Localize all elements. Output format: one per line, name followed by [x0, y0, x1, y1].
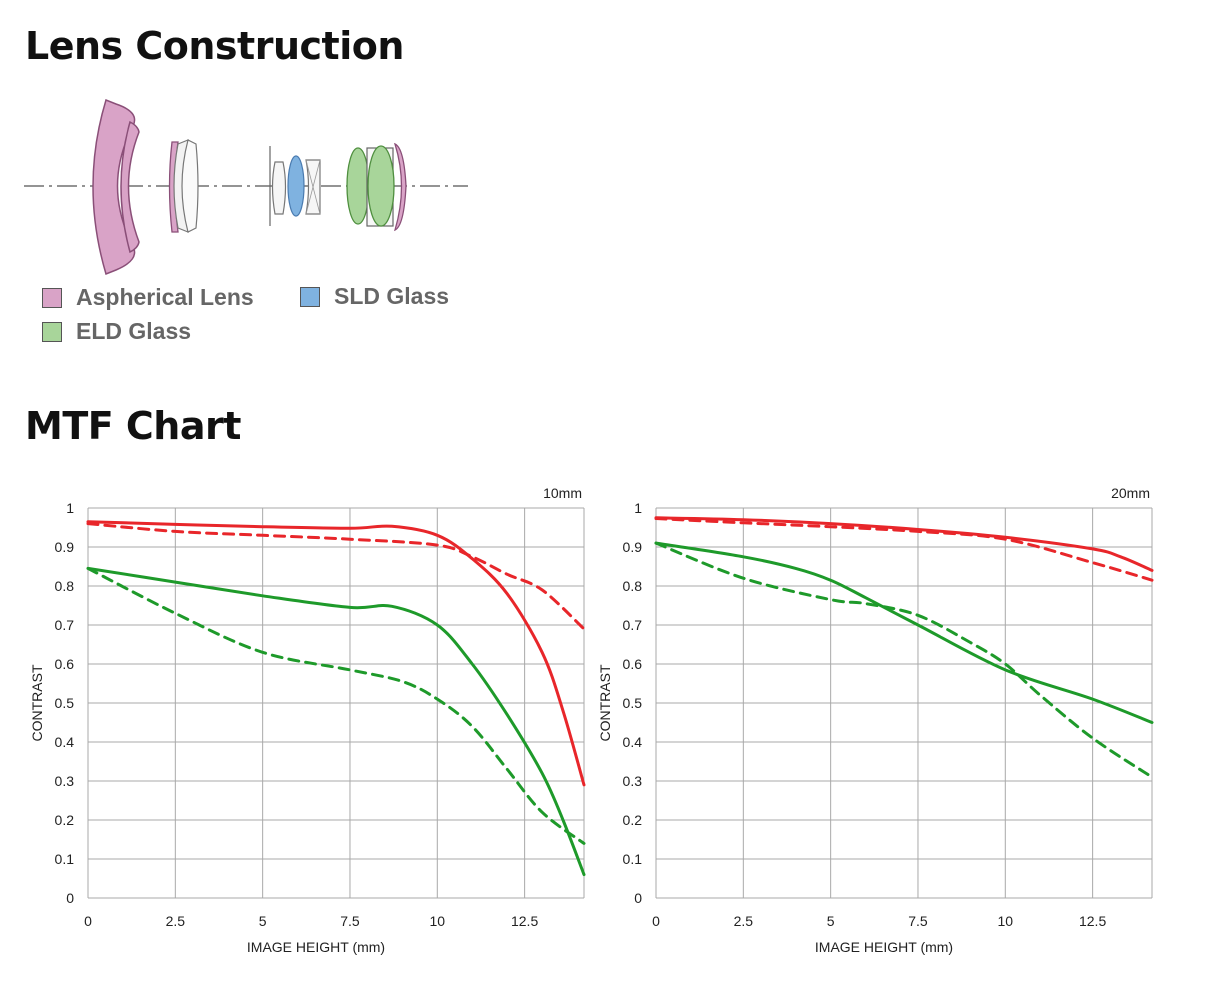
x-axis-label: IMAGE HEIGHT (mm) [247, 939, 385, 955]
legend-label: ELD Glass [76, 318, 192, 344]
mtf-line-red-solid [654, 516, 1154, 572]
x-axis-label: IMAGE HEIGHT (mm) [815, 939, 953, 955]
x-tick-label: 2.5 [166, 913, 186, 929]
y-tick-label: 0.1 [55, 851, 75, 867]
aspherical-element-2 [120, 120, 140, 254]
lens-construction-heading: Lens Construction [25, 24, 404, 68]
y-tick-label: 0.3 [623, 773, 643, 789]
eld-element-1 [346, 147, 370, 225]
y-tick-label: 0.2 [623, 812, 643, 828]
y-tick-label: 0.4 [55, 734, 75, 750]
y-tick-label: 0.6 [55, 656, 75, 672]
y-tick-label: 0.5 [623, 695, 643, 711]
y-tick-label: 0.2 [55, 812, 75, 828]
x-tick-label: 12.5 [1079, 913, 1106, 929]
y-tick-label: 0.8 [623, 578, 643, 594]
mtf-line-red-dashed [86, 522, 586, 631]
y-tick-label: 0.6 [623, 656, 643, 672]
mtf-chart-10mm: 00.10.20.30.40.50.60.70.80.910 2.5 5 7.5 10 1… [29, 485, 586, 955]
legend-sld-glass: SLD Glass [300, 283, 449, 310]
eld-swatch [42, 321, 62, 342]
legend-label: SLD Glass [334, 283, 450, 309]
y-tick-label: 0.5 [55, 695, 75, 711]
legend-aspherical-lens: Aspherical Lens [42, 284, 254, 311]
y-tick-label: 0.7 [55, 617, 75, 633]
mtf-line-green-dashed [86, 566, 586, 845]
mtf-line-green-solid [654, 541, 1154, 724]
x-tick-label: 7.5 [340, 913, 360, 929]
y-tick-label: 0.9 [623, 539, 643, 555]
focal-length-label: 10mm [543, 485, 582, 501]
y-axis-label: CONTRAST [597, 664, 613, 741]
y-tick-label: 1 [634, 500, 642, 516]
x-tick-label: 0 [652, 913, 660, 929]
mtf-chart-heading: MTF Chart [25, 404, 241, 448]
y-tick-label: 0.1 [623, 851, 643, 867]
aspherical-element-4 [393, 142, 407, 232]
sld-swatch [300, 286, 320, 307]
y-tick-label: 0 [634, 890, 642, 906]
lens-construction-diagram [24, 98, 468, 276]
y-tick-label: 0.4 [623, 734, 643, 750]
focal-length-label: 20mm [1111, 485, 1150, 501]
legend-label: Aspherical Lens [76, 284, 254, 310]
x-tick-label: 7.5 [908, 913, 928, 929]
x-tick-label: 5 [259, 913, 267, 929]
y-tick-label: 0 [66, 890, 74, 906]
x-tick-label: 2.5 [734, 913, 754, 929]
mtf-line-red-dashed [654, 517, 1154, 582]
mtf-chart-20mm: 00.10.20.30.40.50.60.70.80.910 2.5 5 7.5 10 1… [597, 485, 1154, 955]
y-tick-label: 0.3 [55, 773, 75, 789]
x-tick-label: 10 [998, 913, 1014, 929]
y-tick-label: 1 [66, 500, 74, 516]
y-tick-label: 0.7 [623, 617, 643, 633]
mtf-line-green-solid [86, 566, 586, 877]
mtf-line-green-dashed [654, 541, 1154, 779]
x-tick-label: 5 [827, 913, 835, 929]
x-tick-label: 12.5 [511, 913, 538, 929]
mtf-line-red-solid [86, 520, 586, 787]
lens-element-6 [271, 161, 287, 215]
sld-element [287, 155, 305, 217]
aspherical-swatch [42, 287, 62, 308]
lens-element-5 [181, 139, 199, 233]
x-tick-label: 0 [84, 913, 92, 929]
y-tick-label: 0.8 [55, 578, 75, 594]
y-tick-label: 0.9 [55, 539, 75, 555]
y-axis-label: CONTRAST [29, 664, 45, 741]
legend-eld-glass: ELD Glass [42, 318, 191, 345]
eld-element-2 [367, 145, 395, 227]
x-tick-label: 10 [430, 913, 446, 929]
